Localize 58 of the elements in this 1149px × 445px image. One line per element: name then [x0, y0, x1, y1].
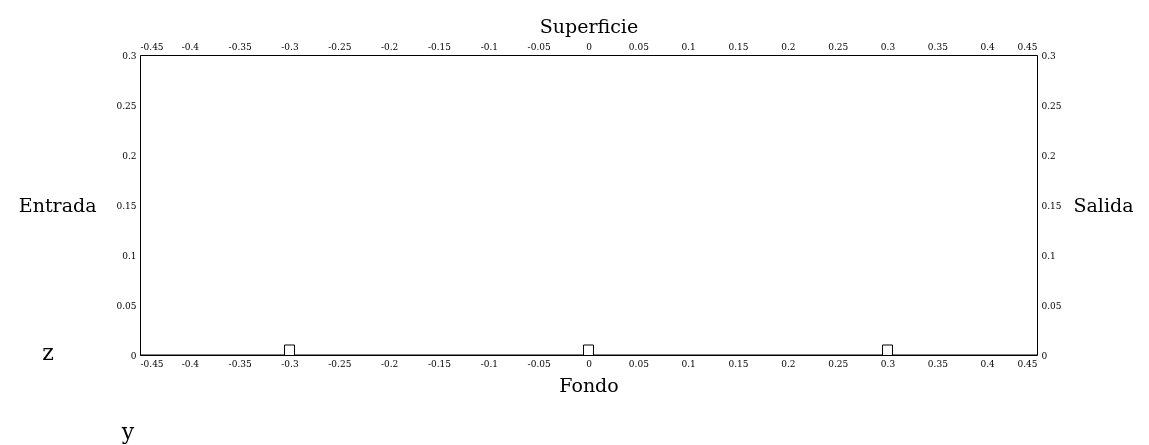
x2-tick-label: -0.45 [140, 41, 164, 52]
text: y [120, 419, 135, 444]
x2-tick-label: 0.45 [1017, 41, 1038, 52]
y-tick-label: 0.1 [122, 250, 137, 261]
x-tick-label: 0.35 [927, 358, 949, 369]
y2-tick-label: 0.05 [1041, 300, 1062, 311]
y-tick-label: 0 [130, 350, 137, 361]
x-tick-label: 0.4 [980, 358, 996, 369]
x-tick-label: -0.15 [427, 358, 452, 369]
x2-tick-label: 0 [586, 41, 593, 52]
x2-tick-label: -0.05 [527, 41, 551, 52]
x-tick-label: 0.45 [1017, 358, 1038, 369]
x2-tick-label: 0.25 [828, 41, 849, 52]
x2-tick-label: -0.4 [181, 41, 200, 52]
x-tick-label: 0.15 [728, 358, 749, 369]
x2-tick-label: 0.3 [880, 41, 896, 52]
x-tick-label: -0.35 [228, 358, 252, 369]
x2-tick-label: 0.1 [681, 41, 696, 52]
y2-tick-label: 0.2 [1041, 150, 1056, 161]
x2-tick-label: 0.35 [927, 41, 949, 52]
x2-tick-label: -0.25 [328, 41, 352, 52]
x-tick-label: -0.1 [480, 358, 499, 369]
y-tick-label: 0.3 [122, 50, 137, 61]
x-tick-label: -0.45 [140, 358, 164, 369]
y-tick-label: 0.05 [116, 300, 137, 311]
y2-tick-label: 0.1 [1041, 250, 1056, 261]
y-tick-label: 0.15 [116, 200, 137, 211]
x2-tick-label: 0.05 [628, 41, 650, 52]
x2-tick-label: 0.2 [781, 41, 796, 52]
y2-tick-label: 0.15 [1041, 200, 1062, 211]
x2-tick-label: 0.4 [980, 41, 996, 52]
x-tick-label: -0.4 [181, 358, 200, 369]
y-axis-title: Entrada [18, 193, 97, 216]
x-tick-label: 0.2 [781, 358, 796, 369]
y-tick-label: 0.2 [122, 150, 137, 161]
x-tick-label: 0.3 [880, 358, 896, 369]
y-tick-label: 0.25 [116, 100, 137, 111]
x2-tick-label: -0.2 [380, 41, 399, 52]
text: z [42, 340, 54, 365]
x2-axis-title: Superficie [539, 14, 639, 37]
y2-axis-title: Salida [1073, 193, 1134, 216]
x2-tick-label: -0.35 [228, 41, 252, 52]
y2-tick-label: 0 [1041, 350, 1048, 361]
x-tick-label: 0.25 [828, 358, 849, 369]
x2-tick-label: -0.3 [281, 41, 299, 52]
y2-tick-label: 0.3 [1041, 50, 1057, 61]
x-tick-label: -0.25 [328, 358, 352, 369]
x-axis-title: Fondo [559, 373, 619, 396]
x-tick-label: 0 [586, 358, 593, 369]
x-tick-label: -0.3 [281, 358, 299, 369]
x-tick-label: -0.05 [527, 358, 551, 369]
x-tick-label: 0.1 [681, 358, 696, 369]
x-tick-label: -0.2 [380, 358, 399, 369]
x-tick-label: 0.05 [628, 358, 650, 369]
x2-tick-label: 0.15 [728, 41, 749, 52]
x2-tick-label: -0.1 [480, 41, 499, 52]
x2-tick-label: -0.15 [427, 41, 452, 52]
y2-tick-label: 0.25 [1041, 100, 1062, 111]
